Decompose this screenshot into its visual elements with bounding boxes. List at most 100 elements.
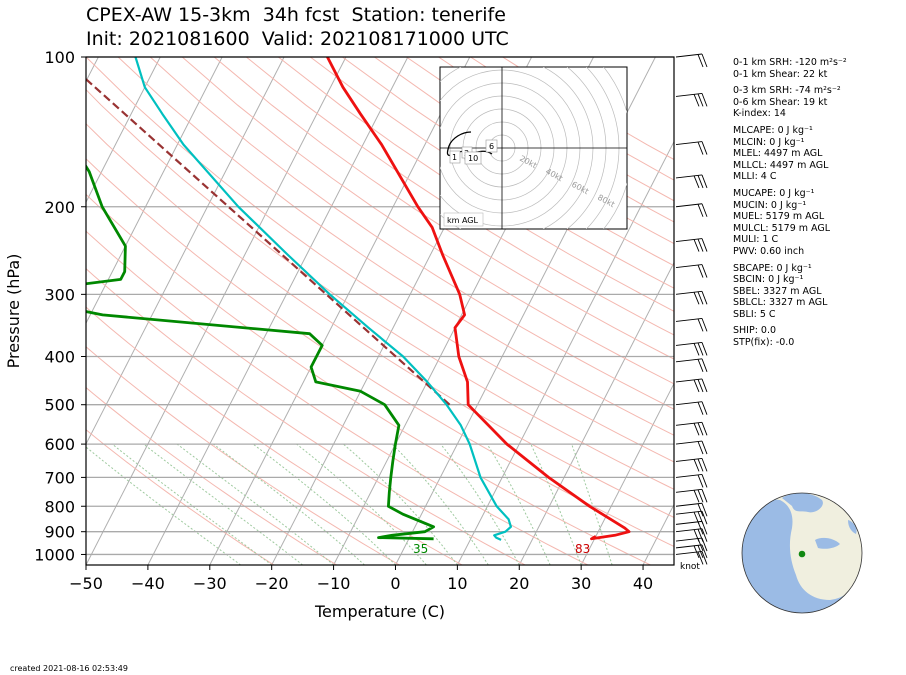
wind-barb — [675, 528, 708, 542]
y-tick-label: 400 — [44, 348, 75, 367]
hodograph-height-label-6: 6 — [485, 139, 498, 153]
sounding-index-item: MLCIN: 0 J kg⁻¹ — [733, 136, 805, 148]
sounding-index-item: SBCAPE: 0 J kg⁻¹ — [733, 262, 812, 274]
moist-adiabat-line — [86, 446, 241, 565]
moist-adiabat-line — [143, 443, 303, 565]
isotherm-line — [86, 57, 223, 325]
isotherm-line — [86, 57, 347, 565]
x-tick-label: −20 — [255, 574, 289, 593]
wind-barb — [675, 488, 708, 503]
sounding-index-item: MLCAPE: 0 J kg⁻¹ — [733, 124, 813, 136]
plot-frame — [85, 56, 675, 566]
wind-barb — [675, 378, 708, 393]
wind-barb — [675, 440, 708, 455]
globe-ocean — [742, 493, 862, 613]
svg-text:km AGL: km AGL — [447, 216, 479, 225]
wind-barb — [675, 551, 708, 565]
moist-adiabat-line — [486, 443, 551, 565]
wind-barb — [675, 290, 708, 305]
sounding-index-item: STP(fix): -0.0 — [733, 337, 795, 349]
sounding-index-item: SBLCL: 3327 m AGL — [733, 297, 828, 309]
dry-adiabat-line — [181, 57, 674, 385]
sounding-index-item: SHIP: 0.0 — [733, 325, 777, 337]
dry-adiabat-line — [86, 158, 674, 547]
wind-unit-label: knot — [680, 562, 700, 572]
wind-barbs — [675, 53, 708, 565]
dry-adiabat-line — [309, 57, 674, 289]
wind-barb — [675, 457, 708, 472]
wind-barb — [675, 203, 708, 217]
dry-adiabat-line — [86, 230, 589, 565]
sounding-index-item: 0-1 km Shear: 22 kt — [733, 68, 828, 80]
x-axis-label: Temperature (C) — [314, 602, 445, 621]
dry-adiabat-line — [86, 88, 674, 490]
wind-barb — [675, 473, 708, 488]
surface-dewpoint-label: 35 — [413, 542, 428, 556]
y-tick-label: 800 — [44, 497, 75, 516]
moist-adiabat-line — [176, 443, 334, 565]
dry-adiabat-line — [86, 346, 400, 565]
wind-barb — [675, 537, 708, 552]
hodograph-corner-label: km AGL — [443, 212, 484, 227]
moist-adiabat-line — [440, 443, 520, 565]
wind-barb — [675, 92, 708, 107]
sounding-index-item: MULCL: 5179 m AGL — [733, 222, 831, 234]
wind-barb — [675, 317, 708, 332]
sounding-index-item: MLLCL: 4497 m AGL — [733, 159, 829, 171]
x-tick-label: −10 — [317, 574, 351, 593]
globe-outline — [741, 492, 863, 614]
isotherm-line — [86, 57, 161, 204]
isotherm-line — [518, 261, 674, 565]
hodograph-inset: 20kt 40kt 60kt 80kt 1 3 6 10 — [439, 66, 628, 230]
sounding-index-item: MUCIN: 0 J kg⁻¹ — [733, 199, 807, 211]
wind-barb — [675, 401, 708, 415]
sounding-index-item: SBEL: 3327 m AGL — [733, 285, 822, 297]
dry-adiabat-line — [86, 267, 526, 565]
dry-adiabat-line — [86, 57, 674, 463]
created-timestamp: created 2021-08-16 02:53:49 — [10, 664, 128, 673]
y-tick-label: 300 — [44, 285, 75, 304]
sounding-index-item: 0-3 km SRH: -74 m²s⁻² — [733, 85, 841, 97]
station-marker — [798, 550, 806, 558]
y-tick-label: 200 — [44, 198, 75, 217]
moist-adiabat-line — [252, 443, 396, 565]
isotherm-line — [86, 57, 285, 446]
moist-adiabat-line — [296, 443, 427, 565]
y-axis-ticks: 100 200 300 400 500 600 700 800 900 1000 — [34, 48, 86, 564]
sounding-index-item: MULI: 1 C — [733, 234, 779, 246]
moist-adiabat-line — [343, 443, 458, 565]
y-tick-label: 700 — [44, 468, 75, 487]
sounding-index-item: MLLI: 4 C — [733, 171, 777, 183]
chart-title-line2: Init: 2021081600 Valid: 202108171000 UTC — [86, 28, 509, 50]
y-tick-label: 600 — [44, 435, 75, 454]
sounding-index-item: SBCIN: 0 J kg⁻¹ — [733, 274, 804, 286]
sounding-index-item: K-index: 14 — [733, 108, 786, 120]
x-tick-label: 20 — [509, 574, 529, 593]
chart-title-line1: CPEX-AW 15-3km 34h fcst Station: tenerif… — [86, 4, 506, 26]
x-tick-label: −40 — [131, 574, 165, 593]
sounding-index-item: PWV: 0.60 inch — [733, 245, 805, 257]
dry-adiabat-line — [149, 57, 674, 410]
moist-adiabat-line — [571, 443, 613, 565]
wind-barb — [675, 421, 708, 436]
wind-barb — [675, 502, 708, 517]
dry-adiabat-line — [86, 429, 275, 565]
sounding-index-item: MUEL: 5179 m AGL — [733, 211, 825, 223]
wind-barb — [675, 264, 708, 278]
moist-adiabat-line — [213, 443, 365, 565]
y-tick-label: 100 — [44, 48, 75, 67]
sounding-index-item: SBLI: 5 C — [733, 308, 776, 320]
dry-adiabat-line — [86, 123, 674, 518]
wind-barb — [675, 520, 708, 535]
x-tick-label: 30 — [571, 574, 591, 593]
x-tick-label: 10 — [447, 574, 467, 593]
wind-barb — [675, 238, 708, 252]
hodograph-height-label-1: 1 — [449, 150, 461, 164]
isotherm-line — [209, 57, 471, 565]
isotherm-line — [580, 382, 674, 565]
globe-locator-map — [741, 492, 863, 614]
dry-adiabat-line — [277, 57, 674, 312]
x-tick-label: 40 — [633, 574, 653, 593]
